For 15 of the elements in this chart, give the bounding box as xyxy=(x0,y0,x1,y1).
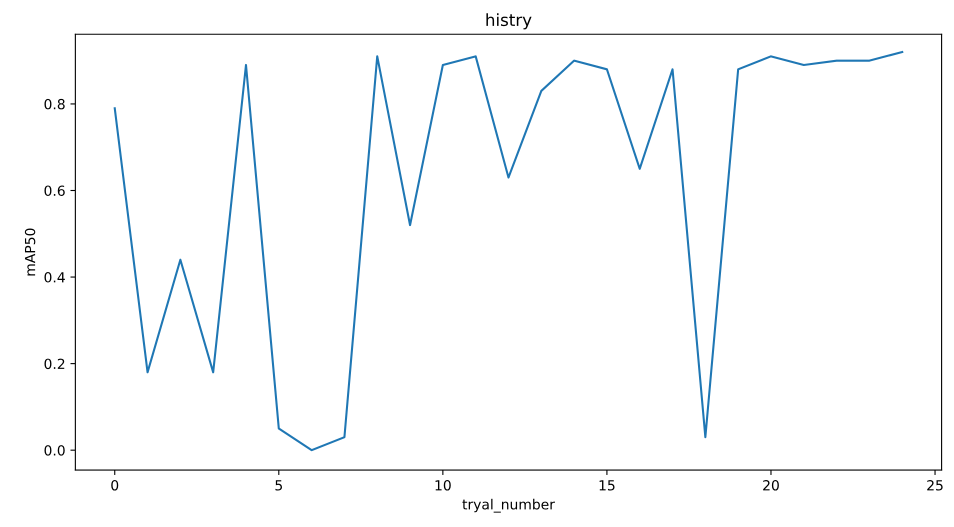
y-axis-title: mAP50 xyxy=(24,228,36,276)
x-tick-label: 15 xyxy=(600,480,615,491)
x-tick-label: 0 xyxy=(111,480,118,491)
x-tick-label: 5 xyxy=(275,480,282,491)
chart-title: histry xyxy=(486,13,532,30)
x-tick-label: 20 xyxy=(763,480,779,491)
y-tick-label: 0.8 xyxy=(44,98,65,110)
y-tick-label: 0.0 xyxy=(44,445,65,456)
x-axis-title: tryal_number xyxy=(462,498,555,513)
y-tick-label: 0.2 xyxy=(44,358,64,370)
y-tick-label: 0.6 xyxy=(44,185,65,196)
y-tick-label: 0.4 xyxy=(44,272,65,283)
x-tick-label: 10 xyxy=(436,480,451,491)
x-tick-label: 25 xyxy=(927,480,943,491)
line-series xyxy=(114,50,904,452)
